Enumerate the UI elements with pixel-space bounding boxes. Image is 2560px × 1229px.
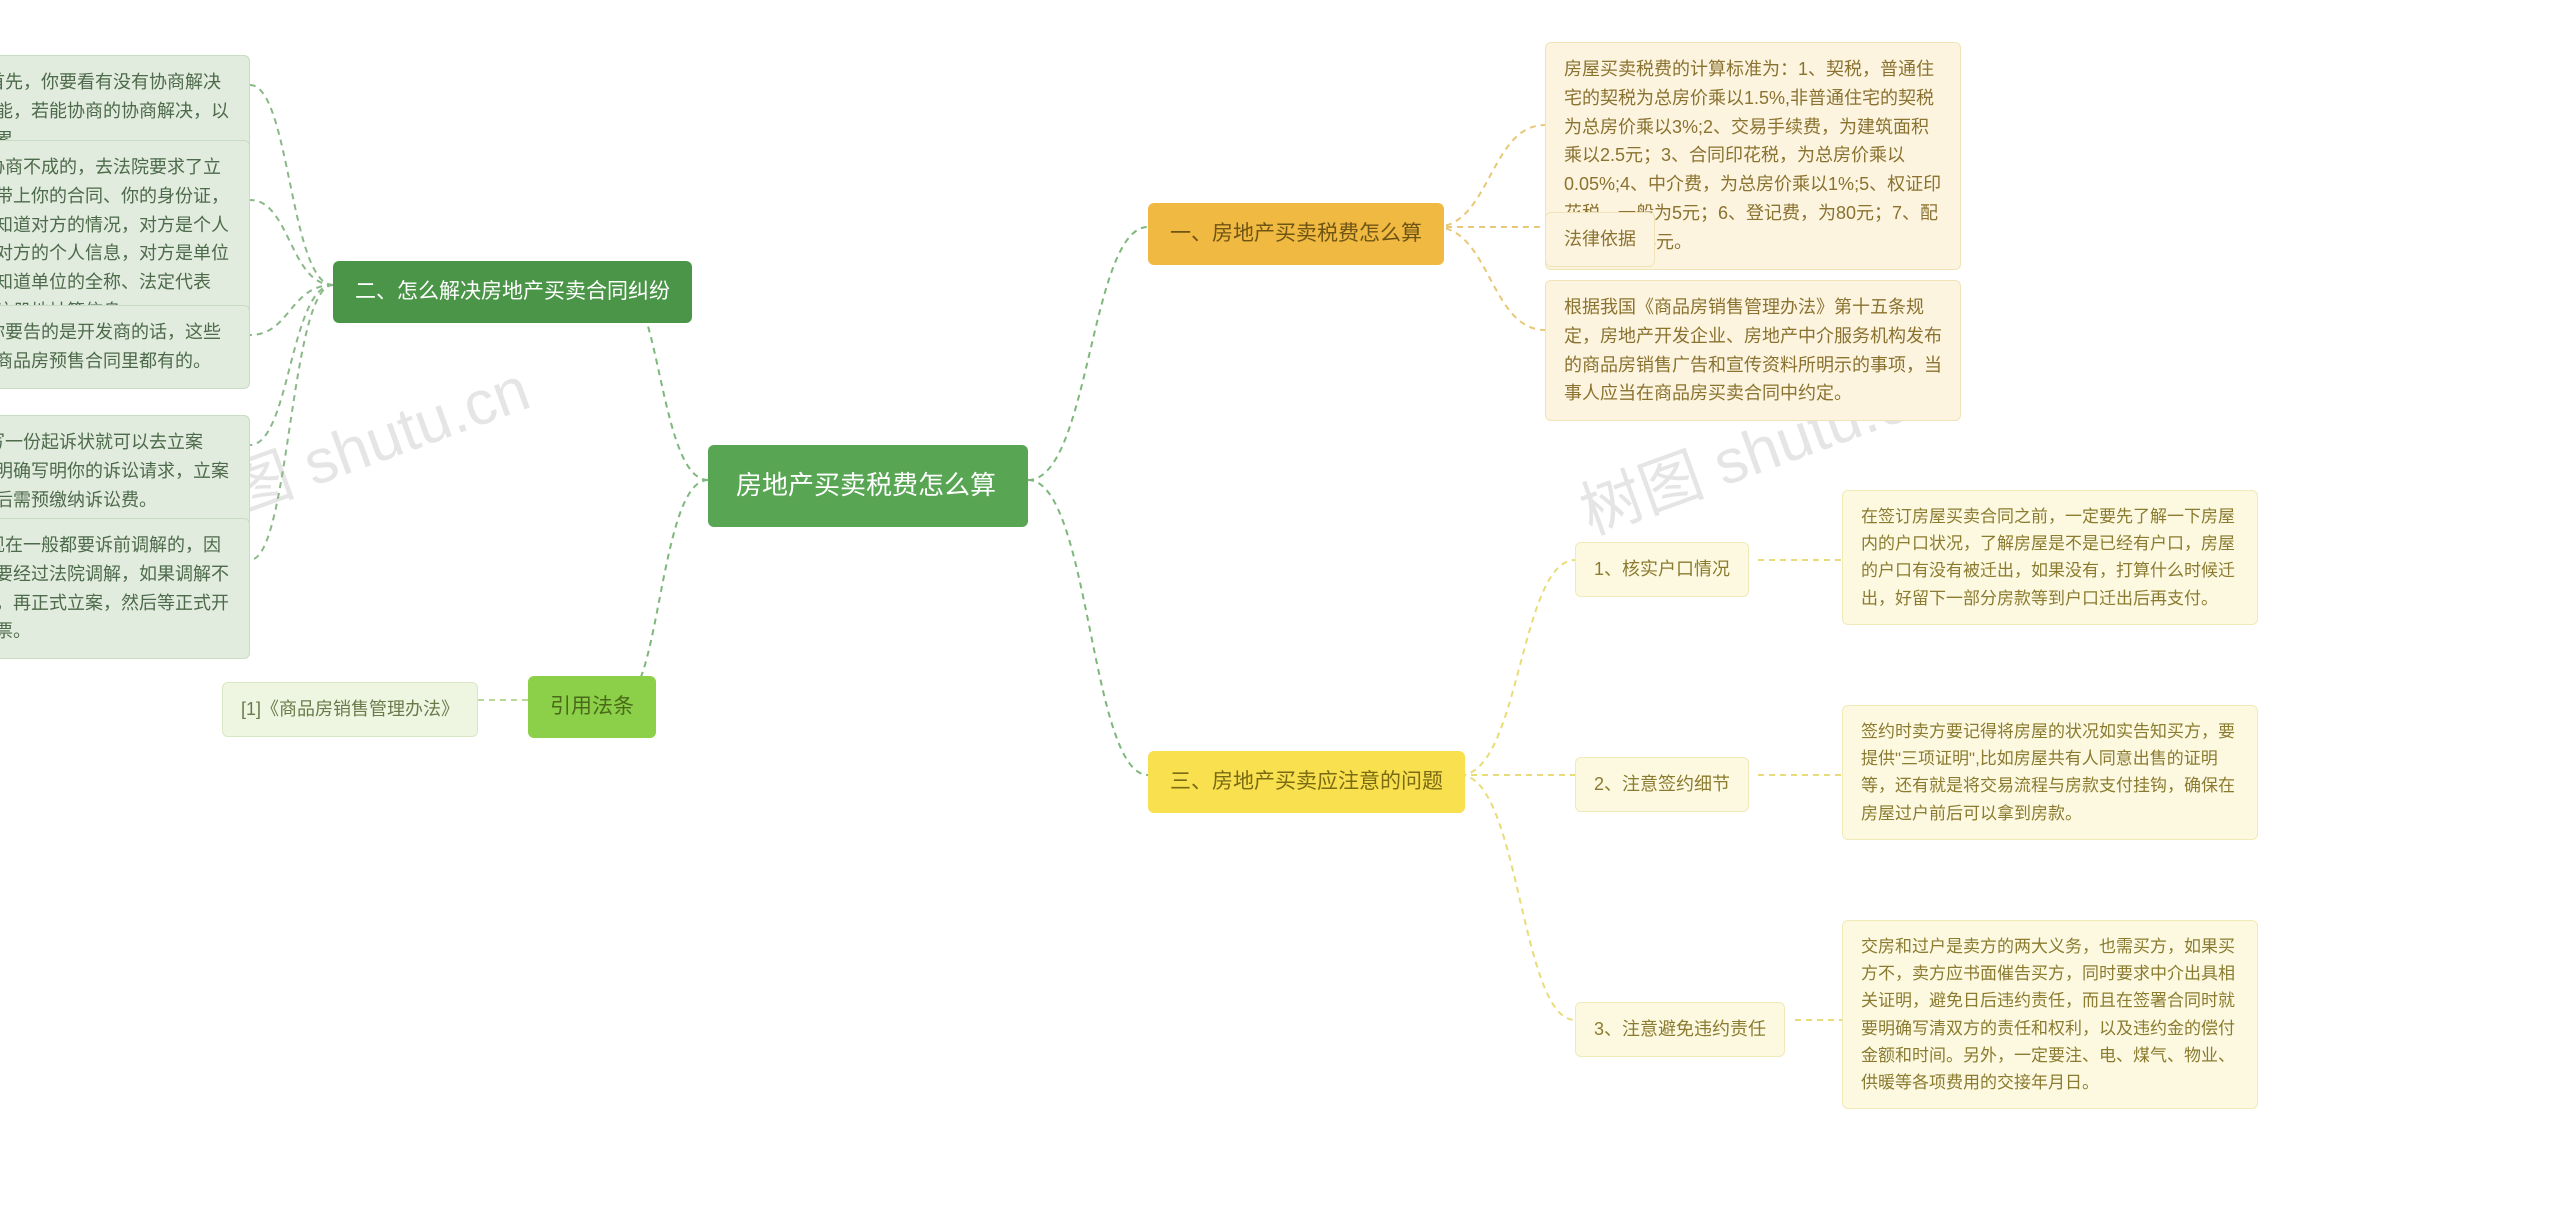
branch-taxes: 一、房地产买卖税费怎么算 <box>1148 203 1444 265</box>
root-node: 房地产买卖税费怎么算 <box>708 445 1028 527</box>
detail-hukou: 在签订房屋买卖合同之前，一定要先了解一下房屋内的户口状况，了解房屋是不是已经有户… <box>1842 490 2258 625</box>
detail-breach: 交房和过户是卖方的两大义务，也需买方，如果买方不，卖方应书面催告买方，同时要求中… <box>1842 920 2258 1109</box>
item-breach: 3、注意避免违约责任 <box>1575 1002 1785 1057</box>
branch-disputes: 二、怎么解决房地产买卖合同纠纷 <box>333 261 692 323</box>
detail-signing: 签约时卖方要记得将房屋的状况如实告知买方，要提供"三项证明",比如房屋共有人同意… <box>1842 705 2258 840</box>
leaf-regulation: 根据我国《商品房销售管理办法》第十五条规定，房地产开发企业、房地产中介服务机构发… <box>1545 280 1961 421</box>
branch-citation: 引用法条 <box>528 676 656 738</box>
leaf-legal-basis: 法律依据 <box>1545 212 1655 267</box>
item-signing: 2、注意签约细节 <box>1575 757 1749 812</box>
leaf-citation-1: [1]《商品房销售管理办法》 <box>222 682 478 737</box>
branch-precautions: 三、房地产买卖应注意的问题 <box>1148 751 1465 813</box>
leaf-step5: 5、现在一般都要诉前调解的，因此还要经过法院调解，如果调解不成的，再正式立案，然… <box>0 518 250 659</box>
leaf-step4: 4、写一份起诉状就可以去立案了，明确写明你的诉讼请求，立案成功后需预缴纳诉讼费。 <box>0 415 250 527</box>
item-hukou: 1、核实户口情况 <box>1575 542 1749 597</box>
leaf-step3: 3、你要告的是开发商的话，这些信息商品房预售合同里都有的。 <box>0 305 250 389</box>
